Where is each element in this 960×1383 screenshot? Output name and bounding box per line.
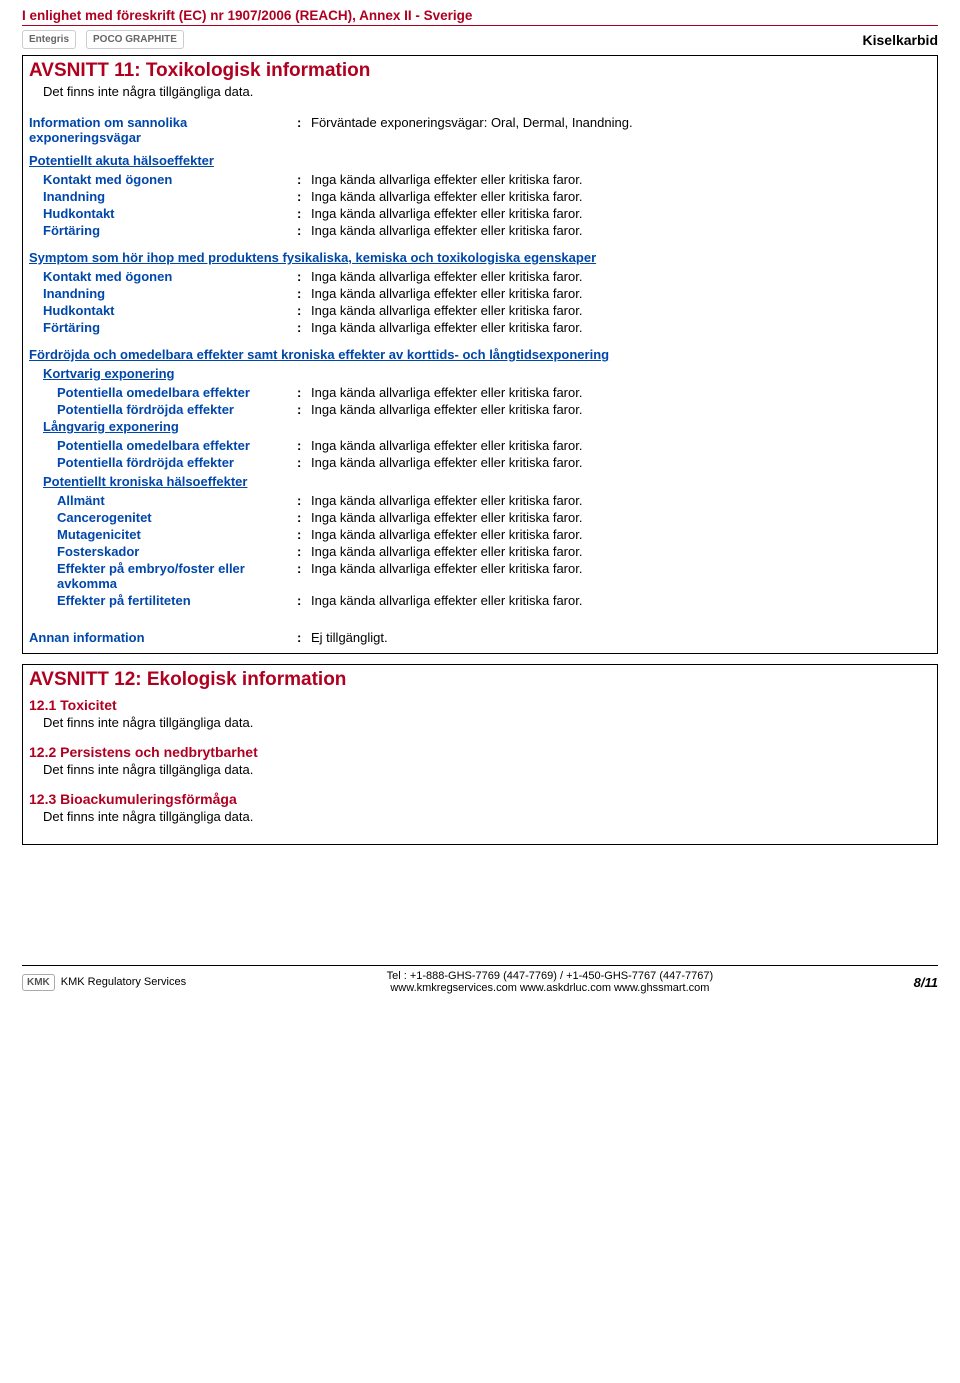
long-exp-heading: Långvarig exponering xyxy=(29,419,931,434)
page-number: 8/11 xyxy=(914,975,938,990)
s12-2-text: Det finns inte några tillgängliga data. xyxy=(29,762,931,777)
product-name: Kiselkarbid xyxy=(863,32,938,48)
acute-skin-value: Inga kända allvarliga effekter eller kri… xyxy=(311,206,931,221)
s12-3-title: 12.3 Bioackumuleringsförmåga xyxy=(29,791,931,807)
delayed-heading: Fördröjda och omedelbara effekter samt k… xyxy=(29,347,931,362)
s12-2-title: 12.2 Persistens och nedbrytbarhet xyxy=(29,744,931,760)
acute-inh-row: Inandning : Inga kända allvarliga effekt… xyxy=(29,189,931,204)
chronic-muta-row: Mutagenicitet : Inga kända allvarliga ef… xyxy=(29,527,931,542)
logo-entegris: Entegris xyxy=(22,30,76,49)
chronic-embryo-row: Effekter på embryo/foster eller avkomma … xyxy=(29,561,931,591)
exposure-routes-value: Förväntade exponeringsvägar: Oral, Derma… xyxy=(311,115,931,145)
acute-eye-row: Kontakt med ögonen : Inga kända allvarli… xyxy=(29,172,931,187)
section-11-title: AVSNITT 11: Toxikologisk information xyxy=(23,56,937,84)
page-footer: KMK KMK Regulatory Services Tel : +1-888… xyxy=(22,965,938,994)
s12-3-text: Det finns inte några tillgängliga data. xyxy=(29,809,931,824)
acute-ing-value: Inga kända allvarliga effekter eller kri… xyxy=(311,223,931,238)
footer-tel: Tel : +1-888-GHS-7769 (447-7769) / +1-45… xyxy=(186,970,914,982)
chronic-carc-row: Cancerogenitet : Inga kända allvarliga e… xyxy=(29,510,931,525)
short-immediate-row: Potentiella omedelbara effekter : Inga k… xyxy=(29,385,931,400)
s12-1-title: 12.1 Toxicitet xyxy=(29,697,931,713)
acute-ing-row: Förtäring : Inga kända allvarliga effekt… xyxy=(29,223,931,238)
logo-poco: POCO GRAPHITE xyxy=(86,30,184,49)
logos: Entegris POCO GRAPHITE xyxy=(22,30,184,49)
acute-skin-row: Hudkontakt : Inga kända allvarliga effek… xyxy=(29,206,931,221)
sym-inh-row: Inandning : Inga kända allvarliga effekt… xyxy=(29,286,931,301)
sym-ing-row: Förtäring : Inga kända allvarliga effekt… xyxy=(29,320,931,335)
s12-1-text: Det finns inte några tillgängliga data. xyxy=(29,715,931,730)
exposure-routes-row: Information om sannolika exponeringsväga… xyxy=(29,115,931,145)
chronic-tera-row: Fosterskador : Inga kända allvarliga eff… xyxy=(29,544,931,559)
footer-logo-icon: KMK xyxy=(22,974,55,991)
footer-sites: www.kmkregservices.com www.askdrluc.com … xyxy=(186,982,914,994)
footer-brand: KMK Regulatory Services xyxy=(61,976,186,988)
section-12-title: AVSNITT 12: Ekologisk information xyxy=(23,665,937,693)
chronic-fert-row: Effekter på fertiliteten : Inga kända al… xyxy=(29,593,931,608)
acute-eye-label: Kontakt med ögonen xyxy=(43,172,297,187)
section-12: AVSNITT 12: Ekologisk information 12.1 T… xyxy=(22,664,938,845)
section-11: AVSNITT 11: Toxikologisk information Det… xyxy=(22,55,938,654)
sym-skin-row: Hudkontakt : Inga kända allvarliga effek… xyxy=(29,303,931,318)
acute-effects-heading: Potentiellt akuta hälsoeffekter xyxy=(29,153,931,168)
no-data-line: Det finns inte några tillgängliga data. xyxy=(29,84,931,99)
acute-inh-value: Inga kända allvarliga effekter eller kri… xyxy=(311,189,931,204)
chronic-general-row: Allmänt : Inga kända allvarliga effekter… xyxy=(29,493,931,508)
chronic-heading: Potentiellt kroniska hälsoeffekter xyxy=(29,474,931,489)
acute-ing-label: Förtäring xyxy=(43,223,297,238)
exposure-routes-label: Information om sannolika exponeringsväga… xyxy=(29,115,297,145)
acute-inh-label: Inandning xyxy=(43,189,297,204)
long-delayed-row: Potentiella fördröjda effekter : Inga kä… xyxy=(29,455,931,470)
top-bar: Entegris POCO GRAPHITE Kiselkarbid xyxy=(22,30,938,49)
symptoms-heading: Symptom som hör ihop med produktens fysi… xyxy=(29,250,931,265)
colon: : xyxy=(297,115,311,145)
short-exp-heading: Kortvarig exponering xyxy=(29,366,931,381)
regulation-header: I enlighet med föreskrift (EC) nr 1907/2… xyxy=(22,8,938,26)
other-info-row: Annan information : Ej tillgängligt. xyxy=(29,630,931,645)
sym-eye-row: Kontakt med ögonen : Inga kända allvarli… xyxy=(29,269,931,284)
long-immediate-row: Potentiella omedelbara effekter : Inga k… xyxy=(29,438,931,453)
acute-skin-label: Hudkontakt xyxy=(43,206,297,221)
acute-eye-value: Inga kända allvarliga effekter eller kri… xyxy=(311,172,931,187)
short-delayed-row: Potentiella fördröjda effekter : Inga kä… xyxy=(29,402,931,417)
